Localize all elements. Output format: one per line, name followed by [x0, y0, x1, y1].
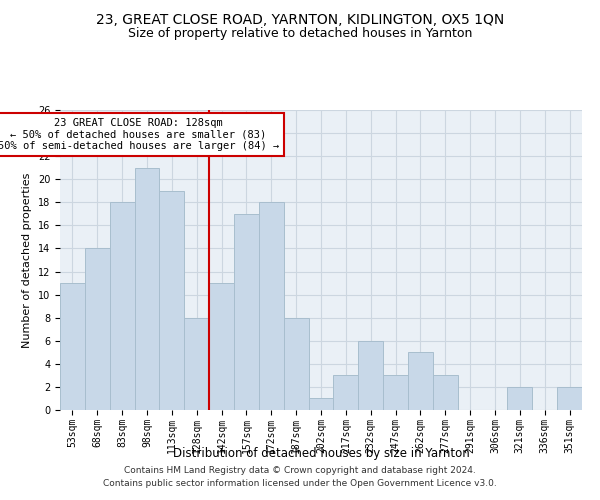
Y-axis label: Number of detached properties: Number of detached properties: [22, 172, 32, 348]
Bar: [508, 387, 532, 410]
Bar: [85, 248, 110, 410]
Bar: [433, 376, 458, 410]
Bar: [383, 376, 408, 410]
Bar: [408, 352, 433, 410]
Bar: [334, 376, 358, 410]
Bar: [134, 168, 160, 410]
Text: Distribution of detached houses by size in Yarnton: Distribution of detached houses by size …: [173, 448, 469, 460]
Bar: [284, 318, 308, 410]
Text: 23 GREAT CLOSE ROAD: 128sqm
← 50% of detached houses are smaller (83)
50% of sem: 23 GREAT CLOSE ROAD: 128sqm ← 50% of det…: [0, 118, 279, 152]
Bar: [209, 283, 234, 410]
Text: Size of property relative to detached houses in Yarnton: Size of property relative to detached ho…: [128, 28, 472, 40]
Bar: [358, 341, 383, 410]
Bar: [259, 202, 284, 410]
Text: Contains HM Land Registry data © Crown copyright and database right 2024.
Contai: Contains HM Land Registry data © Crown c…: [103, 466, 497, 487]
Bar: [234, 214, 259, 410]
Text: 23, GREAT CLOSE ROAD, YARNTON, KIDLINGTON, OX5 1QN: 23, GREAT CLOSE ROAD, YARNTON, KIDLINGTO…: [96, 12, 504, 26]
Bar: [557, 387, 582, 410]
Bar: [60, 283, 85, 410]
Bar: [110, 202, 134, 410]
Bar: [184, 318, 209, 410]
Bar: [308, 398, 334, 410]
Bar: [160, 191, 184, 410]
